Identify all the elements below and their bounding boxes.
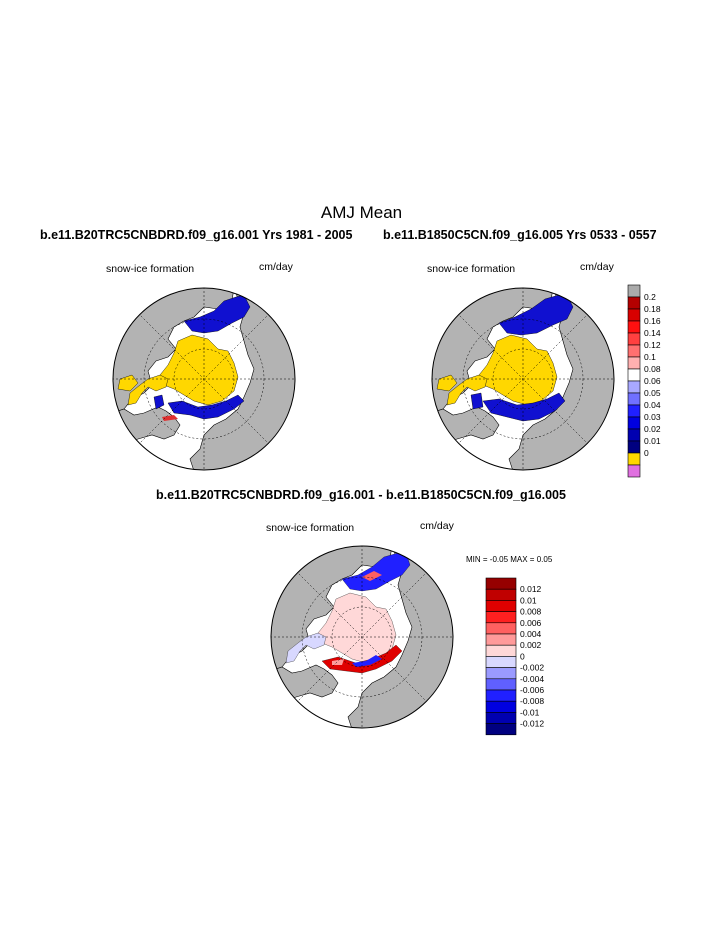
colorbar-top-tick-label: 0.16 (644, 316, 661, 326)
panel-3-variable: snow-ice formation (266, 522, 355, 534)
colorbar-diff-tick-label: 0.004 (520, 629, 542, 639)
colorbar-diff-swatch (485, 689, 517, 702)
colorbar-difference: 0.0120.010.0080.0060.0040.0020-0.002-0.0… (485, 577, 544, 736)
colorbar-diff-swatch (485, 611, 517, 624)
panel-2-units: cm/day (580, 261, 614, 273)
colorbar-top-tick-label: 0.04 (644, 400, 661, 410)
colorbar-top-swatch (627, 284, 641, 298)
ice-red-edge (162, 415, 178, 421)
colorbar-diff-swatch (485, 644, 517, 657)
colorbar-top-tick-label: 0.06 (644, 376, 661, 386)
colorbar-top-tick-label: 0.01 (644, 436, 661, 446)
colorbar-top-swatch (627, 392, 641, 406)
colorbar-diff-tick-label: -0.002 (520, 663, 544, 673)
colorbar-diff-swatch (485, 723, 517, 736)
colorbar-diff-tick-label: -0.006 (520, 685, 544, 695)
colorbar-diff-tick-label: 0.006 (520, 618, 542, 628)
colorbar-diff-tick-label: -0.012 (520, 719, 544, 729)
colorbar-top-tick-label: 0.12 (644, 340, 661, 350)
polar-map-difference (270, 545, 454, 729)
colorbar-diff-swatch (485, 667, 517, 680)
colorbar-diff-tick-label: -0.01 (520, 707, 540, 717)
colorbar-diff-swatch (485, 678, 517, 691)
panel-3-title: b.e11.B20TRC5CNBDRD.f09_g16.001 - b.e11.… (156, 488, 566, 502)
colorbar-top-swatch (627, 440, 641, 454)
diff-barents-blue (352, 655, 382, 667)
ice-canadian-archipelago (446, 374, 488, 406)
colorbar-diff-tick-label: 0.01 (520, 595, 537, 605)
diff-siberian-shelf-red (362, 571, 382, 581)
colorbar-top-swatch (627, 308, 641, 322)
ice-siberian-shelf (498, 294, 574, 336)
colorbar-diff-swatch (485, 712, 517, 724)
land-eurasia (347, 546, 453, 728)
polar-map-1 (112, 287, 296, 471)
colorbar-diff-tick-label: 0 (520, 651, 525, 661)
colorbar-top-swatch (627, 452, 641, 466)
ice-baffin (153, 394, 165, 410)
colorbar-diff-tick-label: -0.004 (520, 674, 544, 684)
colorbar-top-swatch (627, 320, 641, 334)
colorbar-top-swatch (627, 380, 641, 394)
colorbar-top-swatch (627, 416, 641, 430)
ice-canadian-archipelago (127, 374, 169, 406)
colorbar-top-swatch (627, 464, 641, 478)
colorbar-top-tick-label: 0.14 (644, 328, 661, 338)
colorbar-diff-swatch (485, 588, 517, 601)
panel-2-variable: snow-ice formation (427, 263, 516, 275)
colorbar-top-swatch (627, 368, 641, 382)
colorbar-top-swatch (627, 404, 641, 418)
main-title: AMJ Mean (320, 203, 403, 222)
polar-map-2 (431, 287, 615, 471)
colorbar-diff-swatch (485, 600, 517, 612)
colorbar-top-tick-label: 0.18 (644, 304, 661, 314)
colorbar-top-tick-label: 0.03 (644, 412, 661, 422)
land-eurasia (189, 288, 295, 470)
diff-archipelago (285, 632, 327, 664)
colorbar-diff-swatch (485, 577, 517, 590)
colorbar-diff-tick-label: -0.008 (520, 696, 544, 706)
panel-1-title: b.e11.B20TRC5CNBDRD.f09_g16.001 Yrs 1981… (40, 228, 353, 242)
colorbar-diff-swatch (485, 633, 517, 646)
panel-3-units: cm/day (420, 520, 454, 532)
colorbar-diff-tick-label: 0.002 (520, 640, 542, 650)
colorbar-diff-swatch (485, 656, 517, 668)
colorbar-diff-swatch (485, 622, 517, 635)
colorbar-top-tick-label: 0.05 (644, 388, 661, 398)
panel-1-units: cm/day (259, 261, 293, 273)
ice-barents-kara (482, 392, 566, 422)
colorbar-diff-swatch (485, 700, 517, 713)
colorbar-top-swatch (627, 356, 641, 370)
colorbar-top-swatch (627, 428, 641, 442)
ice-barents-kara (167, 394, 245, 420)
colorbar-top-swatch (627, 344, 641, 358)
colorbar-top-tick-label: 0.2 (644, 292, 656, 302)
colorbar-top-swatch (627, 296, 641, 310)
panel-2-title: b.e11.B1850C5CN.f09_g16.005 Yrs 0533 - 0… (383, 228, 657, 242)
min-max-label: MIN = -0.05 MAX = 0.05 (466, 555, 553, 564)
diff-pink-patch (332, 659, 344, 665)
ice-baffin (470, 392, 484, 410)
colorbar-top-tick-label: 0 (644, 448, 649, 458)
colorbar-diff-tick-label: 0.008 (520, 607, 542, 617)
panel-1-variable: snow-ice formation (106, 263, 195, 275)
colorbar-top-tick-label: 0.02 (644, 424, 661, 434)
colorbar-top-swatch (627, 332, 641, 346)
colorbar-top: 0.2 0.18 0.16 0.14 0.12 0.1 0.08 0.06 0.05 0.04 0.… (627, 284, 661, 478)
colorbar-diff-tick-label: 0.012 (520, 584, 542, 594)
colorbar-top-tick-label: 0.1 (644, 352, 656, 362)
colorbar-top-tick-label: 0.08 (644, 364, 661, 374)
